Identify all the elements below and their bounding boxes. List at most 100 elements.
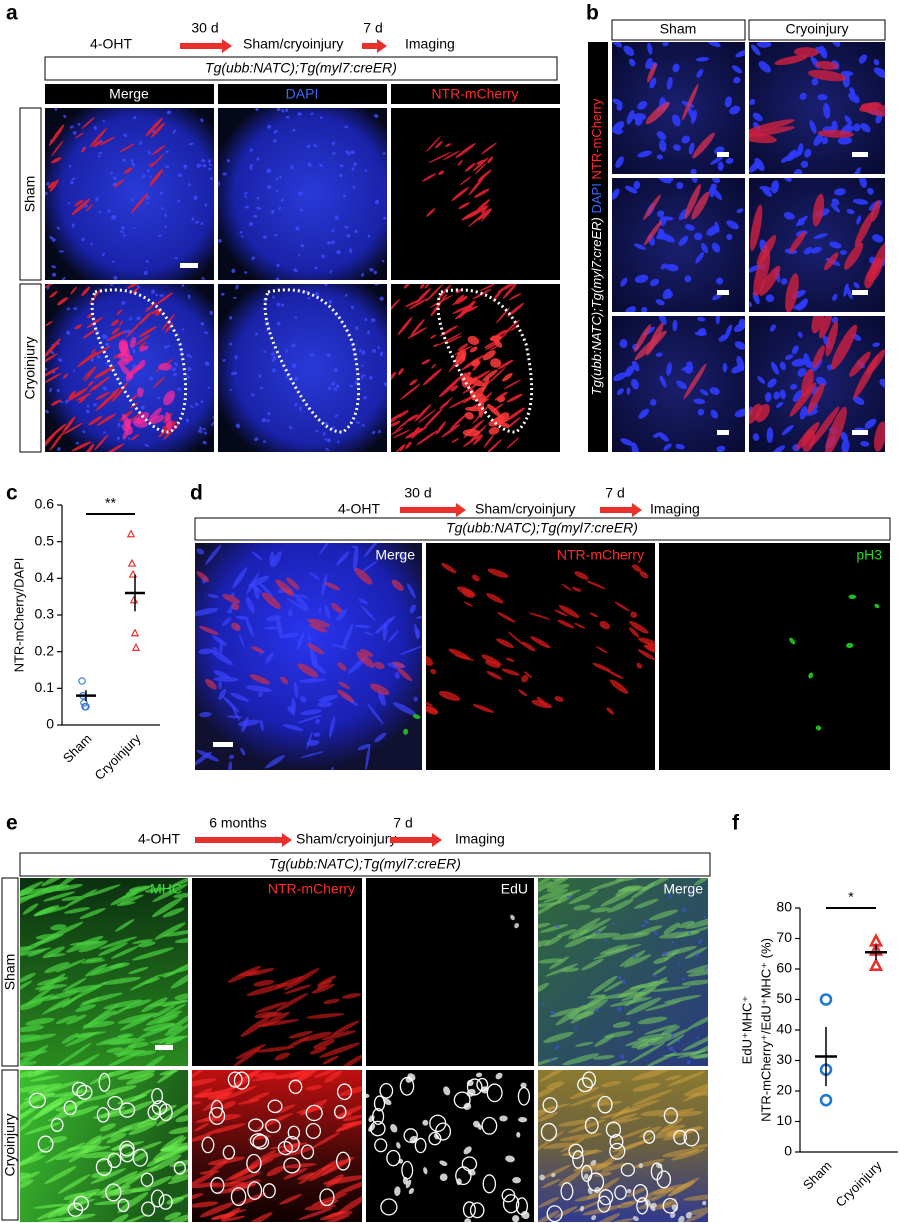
texture xyxy=(163,390,176,406)
texture xyxy=(636,1037,660,1050)
texture xyxy=(724,324,733,340)
texture xyxy=(396,667,412,682)
injury-outline xyxy=(90,288,188,434)
texture xyxy=(202,428,206,431)
texture xyxy=(655,299,665,306)
texture xyxy=(853,282,860,289)
texture xyxy=(875,114,883,124)
texture xyxy=(98,936,138,950)
texture xyxy=(692,1053,708,1059)
texture xyxy=(72,131,77,135)
texture xyxy=(56,1042,92,1066)
texture xyxy=(300,243,305,248)
cell-circle xyxy=(374,1138,388,1153)
texture xyxy=(771,180,780,194)
texture xyxy=(48,124,65,146)
texture xyxy=(293,593,309,610)
texture xyxy=(164,1025,183,1036)
texture xyxy=(501,668,520,676)
texture xyxy=(589,879,626,891)
row-label: Cryoinjury xyxy=(2,1113,18,1176)
y-tick-label: 0.3 xyxy=(35,606,55,622)
texture xyxy=(203,431,207,435)
texture xyxy=(471,434,483,441)
texture xyxy=(162,929,188,937)
texture xyxy=(93,403,97,407)
texture xyxy=(121,226,125,230)
texture xyxy=(382,621,388,641)
texture xyxy=(643,220,663,246)
texture xyxy=(318,543,336,556)
texture xyxy=(629,627,640,638)
texture xyxy=(209,1181,246,1188)
data-point xyxy=(78,677,86,685)
texture xyxy=(187,294,191,299)
texture xyxy=(81,237,85,242)
texture xyxy=(373,114,379,118)
texture xyxy=(463,601,473,607)
texture xyxy=(582,1205,622,1216)
cell-circle xyxy=(262,1183,276,1199)
texture xyxy=(112,1172,146,1194)
texture xyxy=(624,365,635,378)
texture xyxy=(231,622,241,631)
texture xyxy=(558,1171,581,1187)
texture xyxy=(837,136,853,145)
texture xyxy=(336,1193,362,1216)
texture xyxy=(825,321,839,357)
texture xyxy=(464,406,485,412)
micrograph xyxy=(391,108,560,280)
texture xyxy=(113,275,118,280)
micrograph-background xyxy=(195,543,422,770)
texture xyxy=(829,241,842,249)
row-header xyxy=(1,1069,19,1221)
texture xyxy=(81,286,91,297)
texture xyxy=(269,551,275,567)
texture xyxy=(273,138,277,143)
texture xyxy=(685,915,708,929)
texture xyxy=(280,632,299,638)
cell-circle xyxy=(117,1198,130,1213)
side-label-dapi: DAPI xyxy=(589,183,604,213)
texture xyxy=(793,169,803,174)
column-label: Merge xyxy=(109,86,149,102)
texture xyxy=(658,316,667,325)
texture xyxy=(619,339,628,349)
texture xyxy=(158,234,162,237)
texture xyxy=(612,121,625,133)
texture xyxy=(20,1155,45,1168)
texture xyxy=(390,1124,398,1133)
texture xyxy=(572,586,582,592)
texture xyxy=(20,1034,42,1041)
texture xyxy=(87,380,94,387)
texture xyxy=(682,977,685,981)
texture xyxy=(201,158,205,163)
texture xyxy=(686,1059,691,1065)
texture xyxy=(324,284,328,287)
texture xyxy=(708,187,714,198)
texture xyxy=(632,953,636,959)
texture xyxy=(326,353,331,358)
micrograph-background xyxy=(218,284,387,452)
texture xyxy=(209,177,213,181)
texture xyxy=(152,376,165,389)
texture xyxy=(684,946,708,959)
texture xyxy=(322,1055,339,1065)
texture xyxy=(640,1109,677,1117)
texture xyxy=(140,405,145,410)
texture xyxy=(789,231,806,254)
cell-circle xyxy=(283,1135,300,1153)
texture xyxy=(100,1170,138,1194)
texture xyxy=(324,605,330,619)
texture xyxy=(90,357,94,362)
texture xyxy=(275,189,279,193)
texture xyxy=(606,707,615,715)
texture xyxy=(132,348,136,354)
cell-circle xyxy=(486,1083,503,1103)
texture xyxy=(20,947,52,957)
texture xyxy=(692,132,715,159)
texture xyxy=(122,158,127,162)
texture xyxy=(691,191,710,220)
texture xyxy=(344,293,348,297)
